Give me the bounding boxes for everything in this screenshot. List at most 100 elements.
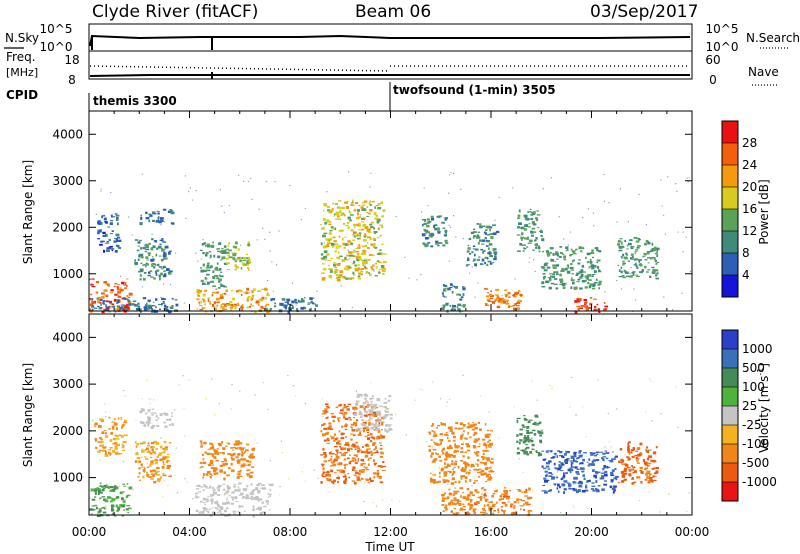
heatmap-cell xyxy=(225,491,228,495)
heatmap-cell xyxy=(454,445,458,448)
heatmap-cell xyxy=(155,414,158,418)
heatmap-cell xyxy=(335,454,338,456)
heatmap-cell xyxy=(431,478,436,482)
heatmap-cell xyxy=(309,308,312,310)
heatmap-cell xyxy=(539,434,542,437)
heatmap-cell xyxy=(378,405,383,407)
heatmap-cell xyxy=(375,426,377,430)
heatmap-cell xyxy=(327,253,330,256)
heatmap-cell xyxy=(354,448,357,450)
heatmap-cell xyxy=(377,465,381,467)
heatmap-cell xyxy=(343,267,347,270)
heatmap-cell xyxy=(156,474,161,476)
heatmap-cell xyxy=(228,256,233,259)
heatmap-speckle xyxy=(337,449,339,451)
heatmap-cell xyxy=(169,306,174,309)
heatmap-cell xyxy=(311,302,315,305)
heatmap-cell xyxy=(576,457,579,460)
heatmap-cell xyxy=(488,439,491,442)
heatmap-cell xyxy=(492,224,496,226)
heatmap-cell xyxy=(125,284,128,287)
heatmap-cell xyxy=(516,440,519,443)
heatmap-cell xyxy=(356,454,358,458)
heatmap-cell xyxy=(610,479,614,482)
heatmap-cell xyxy=(609,460,614,463)
heatmap-cell xyxy=(624,239,627,243)
heatmap-cell xyxy=(442,452,444,455)
heatmap-cell xyxy=(556,487,559,490)
heatmap-cell xyxy=(510,503,514,506)
heatmap-cell xyxy=(523,436,527,440)
heatmap-cell xyxy=(241,497,244,500)
heatmap-cell xyxy=(105,294,109,297)
heatmap-cell xyxy=(264,305,267,308)
heatmap-cell xyxy=(366,247,370,249)
heatmap-cell xyxy=(209,302,212,305)
heatmap-cell xyxy=(233,446,236,448)
heatmap-cell xyxy=(165,456,169,459)
heatmap-cell xyxy=(373,239,376,241)
heatmap-speckle xyxy=(280,440,283,442)
heatmap-cell xyxy=(433,433,438,435)
heatmap-cell xyxy=(95,506,98,510)
heatmap-cell xyxy=(452,431,455,435)
heatmap-cell xyxy=(560,470,564,472)
heatmap-cell xyxy=(339,451,342,454)
heatmap-cell xyxy=(647,462,652,465)
heatmap-speckle xyxy=(105,508,108,510)
heatmap-cell xyxy=(465,264,469,267)
heatmap-cell xyxy=(113,487,117,490)
heatmap-cell xyxy=(90,488,94,492)
heatmap-cell xyxy=(595,451,599,453)
heatmap-cell xyxy=(450,283,453,287)
heatmap-cell xyxy=(206,485,208,488)
heatmap-cell xyxy=(376,412,380,415)
heatmap-cell xyxy=(434,224,438,226)
heatmap-cell xyxy=(361,469,366,471)
heatmap-cell xyxy=(147,252,151,254)
heatmap-cell xyxy=(354,201,358,204)
heatmap-cell xyxy=(241,257,244,260)
heatmap-cell xyxy=(325,411,329,413)
heatmap-cell xyxy=(103,308,107,311)
heatmap-cell xyxy=(519,439,523,442)
heatmap-cell xyxy=(349,460,353,462)
heatmap-cell xyxy=(199,309,204,311)
heatmap-cell xyxy=(535,217,538,220)
heatmap-cell xyxy=(378,272,381,274)
heatmap-cell xyxy=(498,298,502,301)
heatmap-cell xyxy=(355,472,359,474)
heatmap-cell xyxy=(452,473,454,476)
heatmap-cell xyxy=(589,258,592,262)
heatmap-cell xyxy=(322,452,327,455)
heatmap-cell xyxy=(473,482,476,484)
heatmap-cell xyxy=(216,277,220,280)
heatmap-cell xyxy=(110,245,113,248)
heatmap-cell xyxy=(257,498,260,502)
heatmap-cell xyxy=(108,246,111,249)
heatmap-cell xyxy=(624,271,629,274)
heatmap-cell xyxy=(433,225,436,228)
heatmap-cell xyxy=(326,239,329,241)
heatmap-cell xyxy=(102,511,107,514)
heatmap-cell xyxy=(483,472,487,475)
heatmap-cell xyxy=(199,289,203,293)
heatmap-speckle xyxy=(224,491,227,494)
heatmap-cell xyxy=(104,453,109,457)
heatmap-cell xyxy=(352,443,356,447)
heatmap-speckle xyxy=(651,420,653,422)
heatmap-cell xyxy=(157,417,160,420)
heatmap-cell xyxy=(153,212,157,215)
heatmap-speckle xyxy=(556,471,558,473)
heatmap-cell xyxy=(247,295,251,298)
heatmap-cell xyxy=(139,278,142,281)
colorbar-segment xyxy=(722,143,738,166)
heatmap-cell xyxy=(343,481,347,485)
heatmap-cell xyxy=(649,455,652,458)
heatmap-cell xyxy=(241,308,244,311)
heatmap-cell xyxy=(587,465,591,467)
heatmap-cell xyxy=(357,235,361,237)
heatmap-cell xyxy=(523,415,526,417)
heatmap-cell xyxy=(320,224,322,226)
heatmap-speckle xyxy=(231,384,233,386)
